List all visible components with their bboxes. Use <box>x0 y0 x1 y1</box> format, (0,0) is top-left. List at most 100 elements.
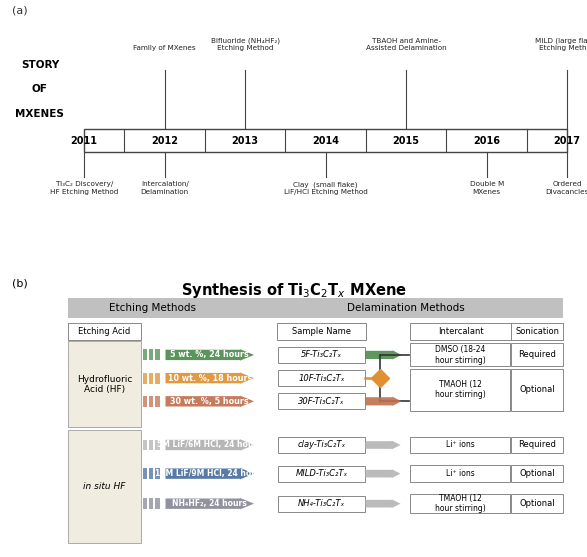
FancyBboxPatch shape <box>511 494 563 514</box>
FancyBboxPatch shape <box>511 344 563 367</box>
FancyBboxPatch shape <box>410 437 510 453</box>
FancyBboxPatch shape <box>278 437 365 453</box>
Text: 5F-Ti₃C₂Tₓ: 5F-Ti₃C₂Tₓ <box>301 350 342 359</box>
FancyArrow shape <box>166 468 254 480</box>
FancyBboxPatch shape <box>278 370 365 386</box>
FancyArrow shape <box>166 439 254 451</box>
FancyBboxPatch shape <box>278 323 366 340</box>
Text: 30 wt. %, 5 hours: 30 wt. %, 5 hours <box>170 397 249 406</box>
Text: 2014: 2014 <box>312 136 339 145</box>
Text: Optional: Optional <box>519 469 555 478</box>
Text: Family of MXenes: Family of MXenes <box>133 46 196 51</box>
Bar <box>149 373 153 384</box>
Bar <box>143 349 147 360</box>
Text: Li⁺ ions: Li⁺ ions <box>446 469 474 478</box>
FancyBboxPatch shape <box>68 323 140 340</box>
Text: TMAOH (12
hour stirring): TMAOH (12 hour stirring) <box>435 494 485 514</box>
Bar <box>156 349 160 360</box>
FancyArrow shape <box>166 498 254 510</box>
Text: 10 wt. %, 18 hours: 10 wt. %, 18 hours <box>168 374 252 383</box>
Text: Delamination Methods: Delamination Methods <box>348 303 465 313</box>
Text: Li⁺ ions: Li⁺ ions <box>446 441 474 449</box>
Text: 2017: 2017 <box>554 136 581 145</box>
FancyArrow shape <box>166 395 254 407</box>
Text: MILD (large flake)
Etching Method: MILD (large flake) Etching Method <box>535 37 587 51</box>
FancyBboxPatch shape <box>68 430 140 543</box>
Bar <box>156 373 160 384</box>
Bar <box>156 396 160 407</box>
Text: Double M
MXenes: Double M MXenes <box>470 181 504 194</box>
Bar <box>156 498 160 509</box>
Text: Ordered
Divacancies: Ordered Divacancies <box>545 181 587 194</box>
Text: 2012: 2012 <box>151 136 178 145</box>
Text: 12M LiF/9M HCl, 24 hours: 12M LiF/9M HCl, 24 hours <box>155 469 265 478</box>
Text: Sonication: Sonication <box>515 327 559 336</box>
Bar <box>143 439 147 451</box>
FancyBboxPatch shape <box>511 369 563 411</box>
FancyBboxPatch shape <box>410 369 510 411</box>
Text: (b): (b) <box>12 278 28 289</box>
FancyBboxPatch shape <box>278 466 365 482</box>
FancyBboxPatch shape <box>278 347 365 363</box>
Text: Intercalant: Intercalant <box>438 327 483 336</box>
Bar <box>143 468 147 479</box>
Text: 2011: 2011 <box>70 136 97 145</box>
FancyBboxPatch shape <box>410 494 510 514</box>
FancyArrow shape <box>365 470 400 478</box>
FancyBboxPatch shape <box>511 323 563 340</box>
Text: Optional: Optional <box>519 385 555 394</box>
Text: Clay  (small flake)
LiF/HCl Etching Method: Clay (small flake) LiF/HCl Etching Metho… <box>284 181 367 195</box>
Text: 2015: 2015 <box>393 136 420 145</box>
Text: 5M LiF/6M HCl, 24 hours: 5M LiF/6M HCl, 24 hours <box>157 441 262 449</box>
Bar <box>149 439 153 451</box>
Bar <box>143 396 147 407</box>
Text: NH₄-Ti₃C₂Tₓ: NH₄-Ti₃C₂Tₓ <box>298 499 345 508</box>
Text: STORY: STORY <box>21 60 59 70</box>
Text: Required: Required <box>518 441 556 449</box>
Text: Etching Acid: Etching Acid <box>78 327 130 336</box>
FancyBboxPatch shape <box>410 344 510 367</box>
Text: Synthesis of Ti$_3$C$_2$T$_x$ MXene: Synthesis of Ti$_3$C$_2$T$_x$ MXene <box>181 281 406 300</box>
FancyArrow shape <box>365 499 400 508</box>
Bar <box>84 129 567 152</box>
Text: 30F-Ti₃C₂Tₓ: 30F-Ti₃C₂Tₓ <box>298 397 345 406</box>
FancyBboxPatch shape <box>410 466 510 482</box>
Text: Required: Required <box>518 350 556 359</box>
Bar <box>149 498 153 509</box>
FancyBboxPatch shape <box>511 437 563 453</box>
FancyArrow shape <box>365 441 400 449</box>
Text: TMAOH (12
hour stirring): TMAOH (12 hour stirring) <box>435 380 485 399</box>
Bar <box>143 498 147 509</box>
Bar <box>156 468 160 479</box>
Text: Hydrofluoric
Acid (HF): Hydrofluoric Acid (HF) <box>77 374 132 394</box>
Text: Sample Name: Sample Name <box>292 327 351 336</box>
Bar <box>68 299 563 318</box>
FancyArrow shape <box>166 349 254 360</box>
Text: OF: OF <box>32 84 48 94</box>
FancyArrow shape <box>365 397 402 406</box>
Bar <box>156 439 160 451</box>
Text: MXENES: MXENES <box>15 109 65 119</box>
Bar <box>143 373 147 384</box>
FancyBboxPatch shape <box>68 341 140 427</box>
Text: Optional: Optional <box>519 499 555 508</box>
Text: NH₄HF₂, 24 hours: NH₄HF₂, 24 hours <box>173 499 247 508</box>
Text: clay-Ti₃C₂Tₓ: clay-Ti₃C₂Tₓ <box>298 441 346 449</box>
FancyBboxPatch shape <box>278 496 365 511</box>
Text: (a): (a) <box>12 6 28 16</box>
FancyArrow shape <box>166 373 254 384</box>
Bar <box>149 349 153 360</box>
FancyBboxPatch shape <box>278 393 365 409</box>
FancyBboxPatch shape <box>511 466 563 482</box>
Text: 5 wt. %, 24 hours: 5 wt. %, 24 hours <box>170 350 249 359</box>
Bar <box>149 468 153 479</box>
Text: in situ HF: in situ HF <box>83 482 126 491</box>
Text: Etching Methods: Etching Methods <box>109 303 196 313</box>
Text: Bifluoride (NH₄HF₂)
Etching Method: Bifluoride (NH₄HF₂) Etching Method <box>211 37 279 51</box>
Text: 2016: 2016 <box>473 136 500 145</box>
Text: 2013: 2013 <box>232 136 259 145</box>
FancyBboxPatch shape <box>410 323 511 340</box>
Bar <box>149 396 153 407</box>
Text: DMSO (18-24
hour stirring): DMSO (18-24 hour stirring) <box>435 345 485 365</box>
Text: Intercalation/
Delamination: Intercalation/ Delamination <box>141 181 189 194</box>
